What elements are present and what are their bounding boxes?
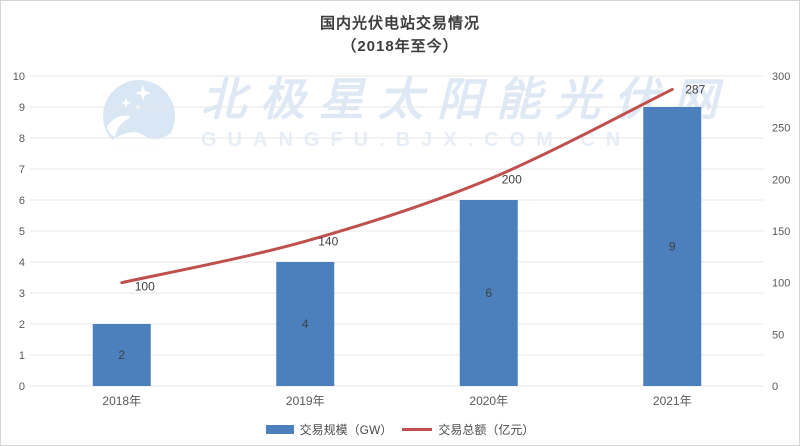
right-axis-tick: 50: [772, 329, 784, 341]
x-axis-label: 2021年: [653, 394, 692, 408]
legend-swatch-line: [402, 427, 433, 431]
line-value-label: 100: [135, 280, 155, 294]
chart-title: 国内光伏电站交易情况 （2018年至今）: [1, 12, 799, 58]
right-axis-tick: 300: [772, 71, 790, 83]
right-axis-tick: 150: [772, 226, 790, 238]
left-axis-tick: 1: [19, 350, 25, 362]
line-value-label: 140: [318, 234, 338, 248]
line-value-label: 200: [502, 172, 522, 186]
left-axis-tick: 9: [19, 102, 25, 114]
right-axis-tick: 250: [772, 123, 790, 135]
left-axis-tick: 0: [19, 381, 25, 393]
left-axis-tick: 5: [19, 226, 25, 238]
bar-2018年: [92, 324, 151, 386]
left-axis-tick: 7: [19, 164, 25, 176]
legend-swatch-bar: [265, 424, 294, 434]
bar-value-label: 4: [302, 317, 309, 331]
line-series: [120, 87, 674, 285]
right-axis-tick: 100: [772, 278, 790, 290]
chart-title-line1: 国内光伏电站交易情况: [319, 15, 480, 32]
legend-label: 交易规模（GW）: [299, 422, 393, 437]
legend-item-0: 交易规模（GW）: [265, 421, 393, 438]
left-axis-tick: 10: [13, 71, 25, 83]
chart-title-line2: （2018年至今）: [341, 38, 459, 55]
legend: 交易规模（GW） 交易总额（亿元）: [1, 420, 799, 438]
legend-item-1: 交易总额（亿元）: [402, 421, 534, 438]
left-axis-tick: 4: [19, 257, 25, 269]
bar-value-label: 9: [669, 240, 676, 254]
left-axis-tick: 2: [19, 319, 25, 331]
bar-2020年: [459, 200, 518, 386]
right-axis-tick: 200: [772, 174, 790, 186]
bar-2019年: [276, 262, 335, 386]
bar-value-label: 6: [485, 286, 492, 300]
x-axis-label: 2019年: [286, 394, 325, 408]
x-axis-label: 2018年: [102, 394, 141, 408]
legend-label: 交易总额（亿元）: [438, 422, 535, 437]
bar-2021年: [643, 107, 702, 386]
right-axis-tick: 0: [772, 381, 778, 393]
left-axis-tick: 6: [19, 195, 25, 207]
x-axis-label: 2020年: [469, 394, 508, 408]
left-axis-tick: 3: [19, 288, 25, 300]
bar-value-label: 2: [118, 348, 125, 362]
line-value-label: 287: [685, 82, 705, 96]
left-axis-tick: 8: [19, 133, 25, 145]
